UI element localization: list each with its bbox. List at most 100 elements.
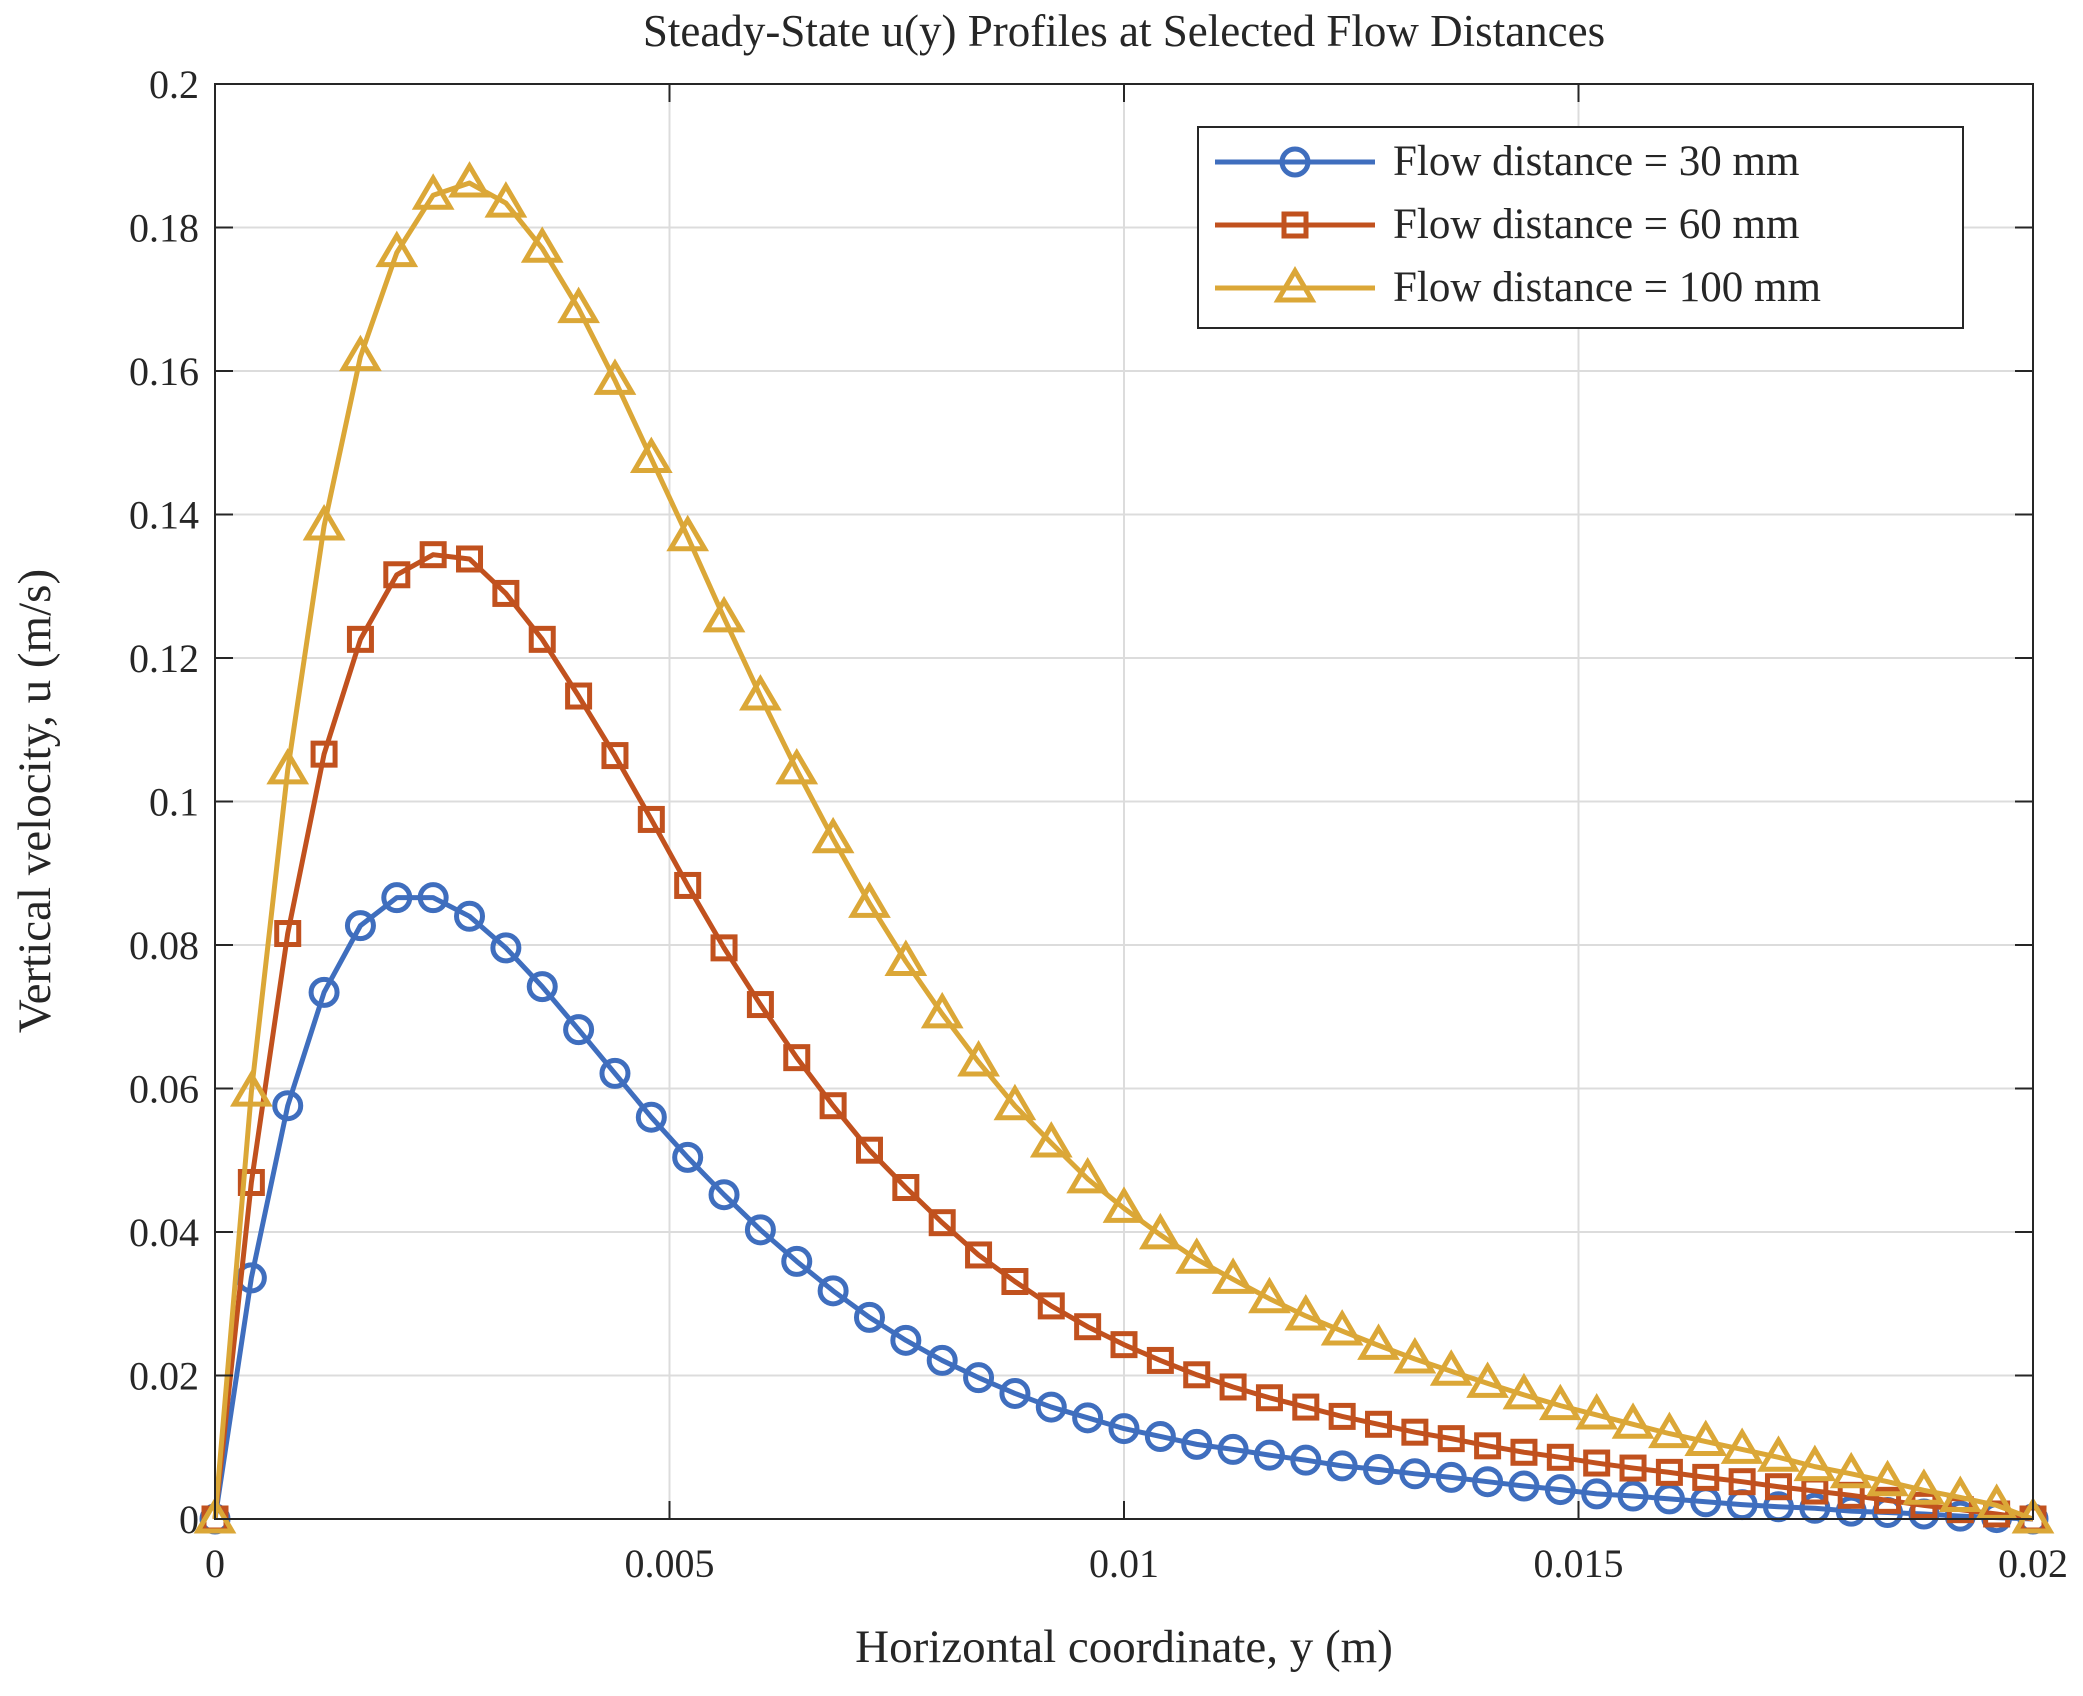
data-point-square [274,920,302,948]
data-point-triangle [1575,1393,1619,1430]
series-line [212,180,2034,1522]
x-axis-label: Horizontal coordinate, y (m) [855,1621,1393,1673]
data-point-triangle [1720,1427,1764,1464]
data-point-triangle [593,358,637,395]
data-point-circle [963,1362,995,1394]
data-point-circle [1435,1461,1467,1493]
data-point-circle [1072,1402,1104,1434]
data-point-triangle [739,674,782,711]
data-point-square [1728,1468,1756,1496]
data-point-square [1910,1491,1938,1519]
data-point-triangle [1175,1237,1219,1274]
data-point-triangle [993,1083,1037,1121]
data-point-triangle [448,161,491,198]
data-point-circle [708,1179,740,1211]
y-tick-label: 0 [179,1497,199,1542]
data-point-triangle [702,595,746,633]
series-circle [199,882,2049,1535]
data-point-circle [1144,1420,1176,1452]
legend-marker-triangle [1273,266,1317,303]
data-point-circle [563,1014,595,1046]
data-point-circle [599,1057,631,1089]
x-tick-label: 0.01 [1089,1541,1159,1586]
data-point-circle [1217,1433,1249,1465]
data-point-circle [1181,1428,1213,1460]
legend: Flow distance = 30 mm Flow distance = 60 … [1197,126,1964,329]
data-point-circle [454,900,486,932]
data-point-triangle [1938,1475,1982,1512]
y-tick-label: 0.06 [129,1067,199,1112]
data-point-square [783,1044,811,1072]
data-point-square [1037,1292,1065,1320]
data-point-circle [308,976,340,1008]
series-triangle [193,161,2055,1534]
data-point-square [1255,1384,1283,1412]
data-point-triangle [1102,1186,1146,1223]
data-point-triangle [1466,1361,1509,1398]
data-point-triangle [1320,1309,1364,1346]
data-point-square [1874,1486,1902,1514]
data-point-triangle [2011,1497,2055,1534]
data-point-square [928,1209,956,1237]
data-point-circle [999,1377,1031,1409]
data-point-square [1110,1331,1138,1359]
data-point-circle [744,1214,776,1246]
y-tick-label: 0.16 [129,349,199,394]
data-point-triangle [1248,1276,1291,1314]
data-point-square [1219,1373,1247,1401]
data-point-square [1292,1393,1320,1421]
data-point-triangle [1866,1459,1909,1497]
data-point-circle [672,1141,704,1173]
data-point-circle [272,1090,304,1122]
x-tick-label: 0.005 [625,1541,715,1586]
series-square [201,541,2047,1533]
data-point-triangle [1684,1419,1728,1457]
data-point-square [1764,1473,1792,1501]
data-point-triangle [1066,1156,1110,1194]
y-tick-label: 0.02 [129,1354,199,1399]
y-tick-label: 0.2 [149,62,199,107]
data-point-triangle [1029,1121,1073,1158]
data-point-triangle [1393,1337,1437,1374]
legend-entry: Flow distance = 100 mm [1215,264,1821,311]
data-point-square [1401,1418,1429,1446]
data-point-square [492,579,520,607]
data-point-circle [417,882,449,914]
data-point-triangle [1538,1383,1582,1421]
data-point-triangle [1757,1435,1800,1472]
data-point-circle [781,1245,813,1277]
data-point-square [565,682,593,710]
data-point-circle [635,1101,667,1133]
data-point-circle [1617,1480,1649,1512]
y-tick-label: 0.14 [129,493,199,538]
data-point-circle [1653,1483,1685,1515]
x-tick-label: 0.02 [1998,1541,2068,1586]
data-point-triangle [1357,1323,1400,1360]
data-point-circle [344,910,376,942]
data-point-circle [1108,1413,1140,1445]
data-point-triangle [666,514,710,552]
data-point-circle [1799,1492,1831,1524]
chart-title: Steady-State u(y) Profiles at Selected F… [643,6,1605,56]
data-point-triangle [957,1040,1000,1077]
ticks: 0 0.005 0.01 0.015 0.02 0 0.02 0.04 0.06 0.08 0.1 0… [129,62,2068,1586]
data-point-triangle [1284,1294,1328,1331]
data-point-square [1692,1463,1720,1491]
data-point-square [1619,1454,1647,1482]
data-point-square [1510,1438,1538,1466]
data-point-circle [817,1275,849,1307]
x-tick-label: 0 [205,1541,225,1586]
data-point-square [1001,1268,1029,1296]
data-point-square [601,742,629,770]
data-point-triangle [266,747,310,785]
data-point-circle [853,1301,885,1333]
data-point-triangle [920,991,964,1029]
y-tick-label: 0.1 [149,780,199,825]
data-point-square [819,1092,847,1120]
data-point-triangle [375,230,419,268]
y-axis-label: Vertical velocity, u (m/s) [9,569,61,1033]
data-point-circle [926,1344,958,1376]
data-point-triangle [1211,1257,1255,1294]
data-point-circle [235,1262,267,1294]
